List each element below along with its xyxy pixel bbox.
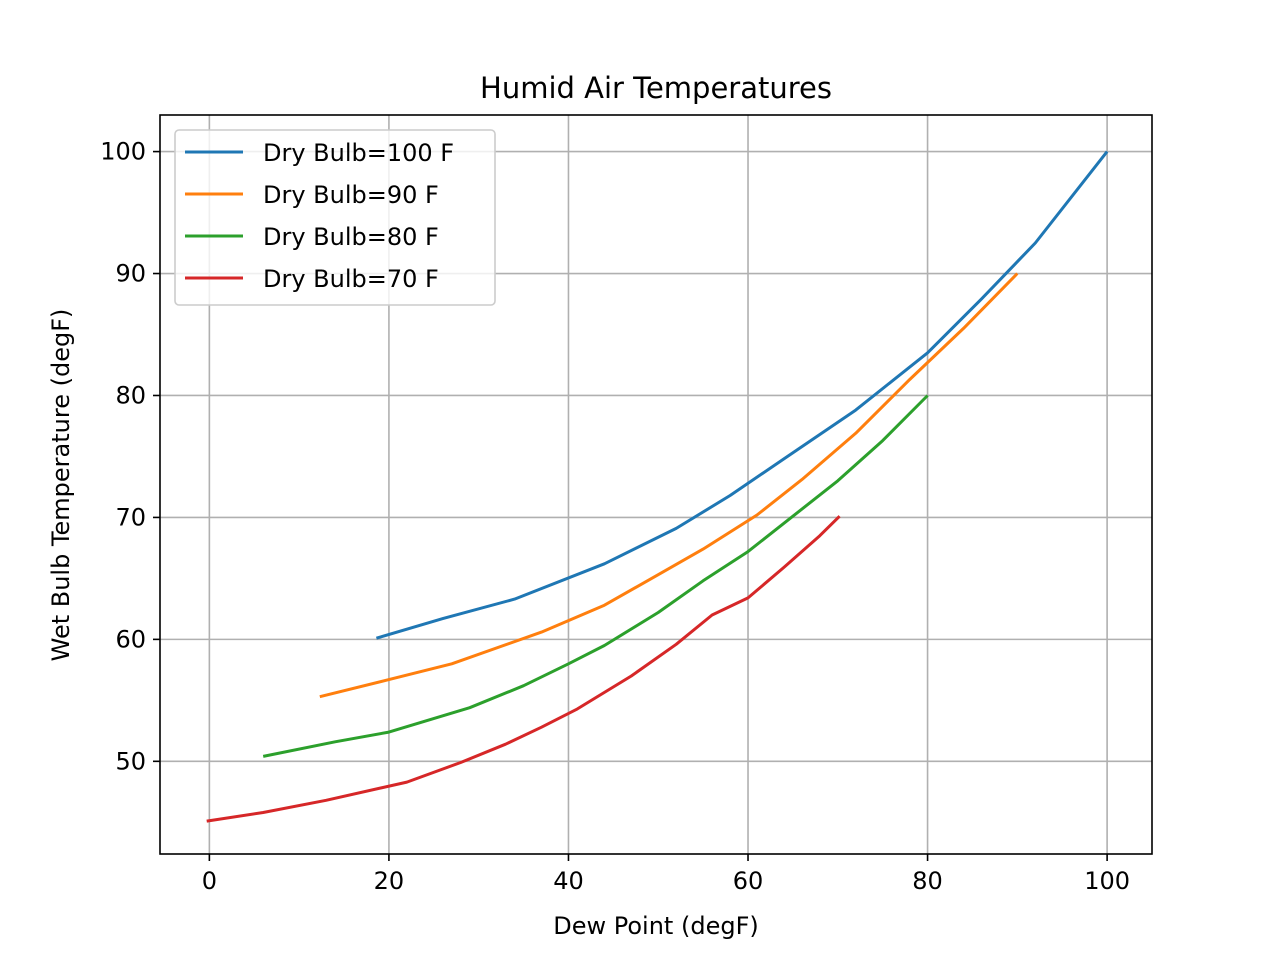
x-tick-label: 0 bbox=[202, 867, 217, 895]
y-tick-label: 90 bbox=[115, 260, 146, 288]
plot-frame bbox=[159, 114, 1153, 855]
x-tick-label: 60 bbox=[733, 867, 764, 895]
y-tick-label: 100 bbox=[100, 138, 146, 166]
chart-title: Humid Air Temperatures bbox=[480, 71, 832, 105]
x-tick-label: 40 bbox=[553, 867, 584, 895]
x-tick-label: 100 bbox=[1084, 867, 1130, 895]
legend-label: Dry Bulb=70 F bbox=[263, 265, 439, 293]
y-tick-label: 60 bbox=[115, 625, 146, 653]
legend-box bbox=[174, 129, 496, 306]
series-layer bbox=[206, 150, 1109, 823]
series-line-3 bbox=[262, 394, 929, 758]
y-tick-label: 50 bbox=[115, 747, 146, 775]
legend-label: Dry Bulb=90 F bbox=[263, 181, 439, 209]
y-tick-label: 80 bbox=[115, 381, 146, 409]
y-axis-label: Wet Bulb Temperature (degF) bbox=[47, 309, 75, 662]
x-axis-label: Dew Point (degF) bbox=[553, 912, 759, 940]
series-line-1 bbox=[375, 150, 1109, 640]
series-line-2 bbox=[319, 272, 1019, 699]
legend-label: Dry Bulb=80 F bbox=[263, 223, 439, 251]
x-tick-label: 80 bbox=[912, 867, 943, 895]
y-tick-label: 70 bbox=[115, 503, 146, 531]
grid bbox=[160, 115, 1152, 854]
series-line-4 bbox=[206, 515, 841, 823]
legend-label: Dry Bulb=100 F bbox=[263, 139, 454, 167]
x-tick-label: 20 bbox=[374, 867, 405, 895]
ticks: 0 20 40 60 80 100 50 60 70 80 90 100 bbox=[100, 138, 1130, 895]
legend: Dry Bulb=100 F Dry Bulb=90 F Dry Bulb=80 F… bbox=[174, 129, 496, 306]
